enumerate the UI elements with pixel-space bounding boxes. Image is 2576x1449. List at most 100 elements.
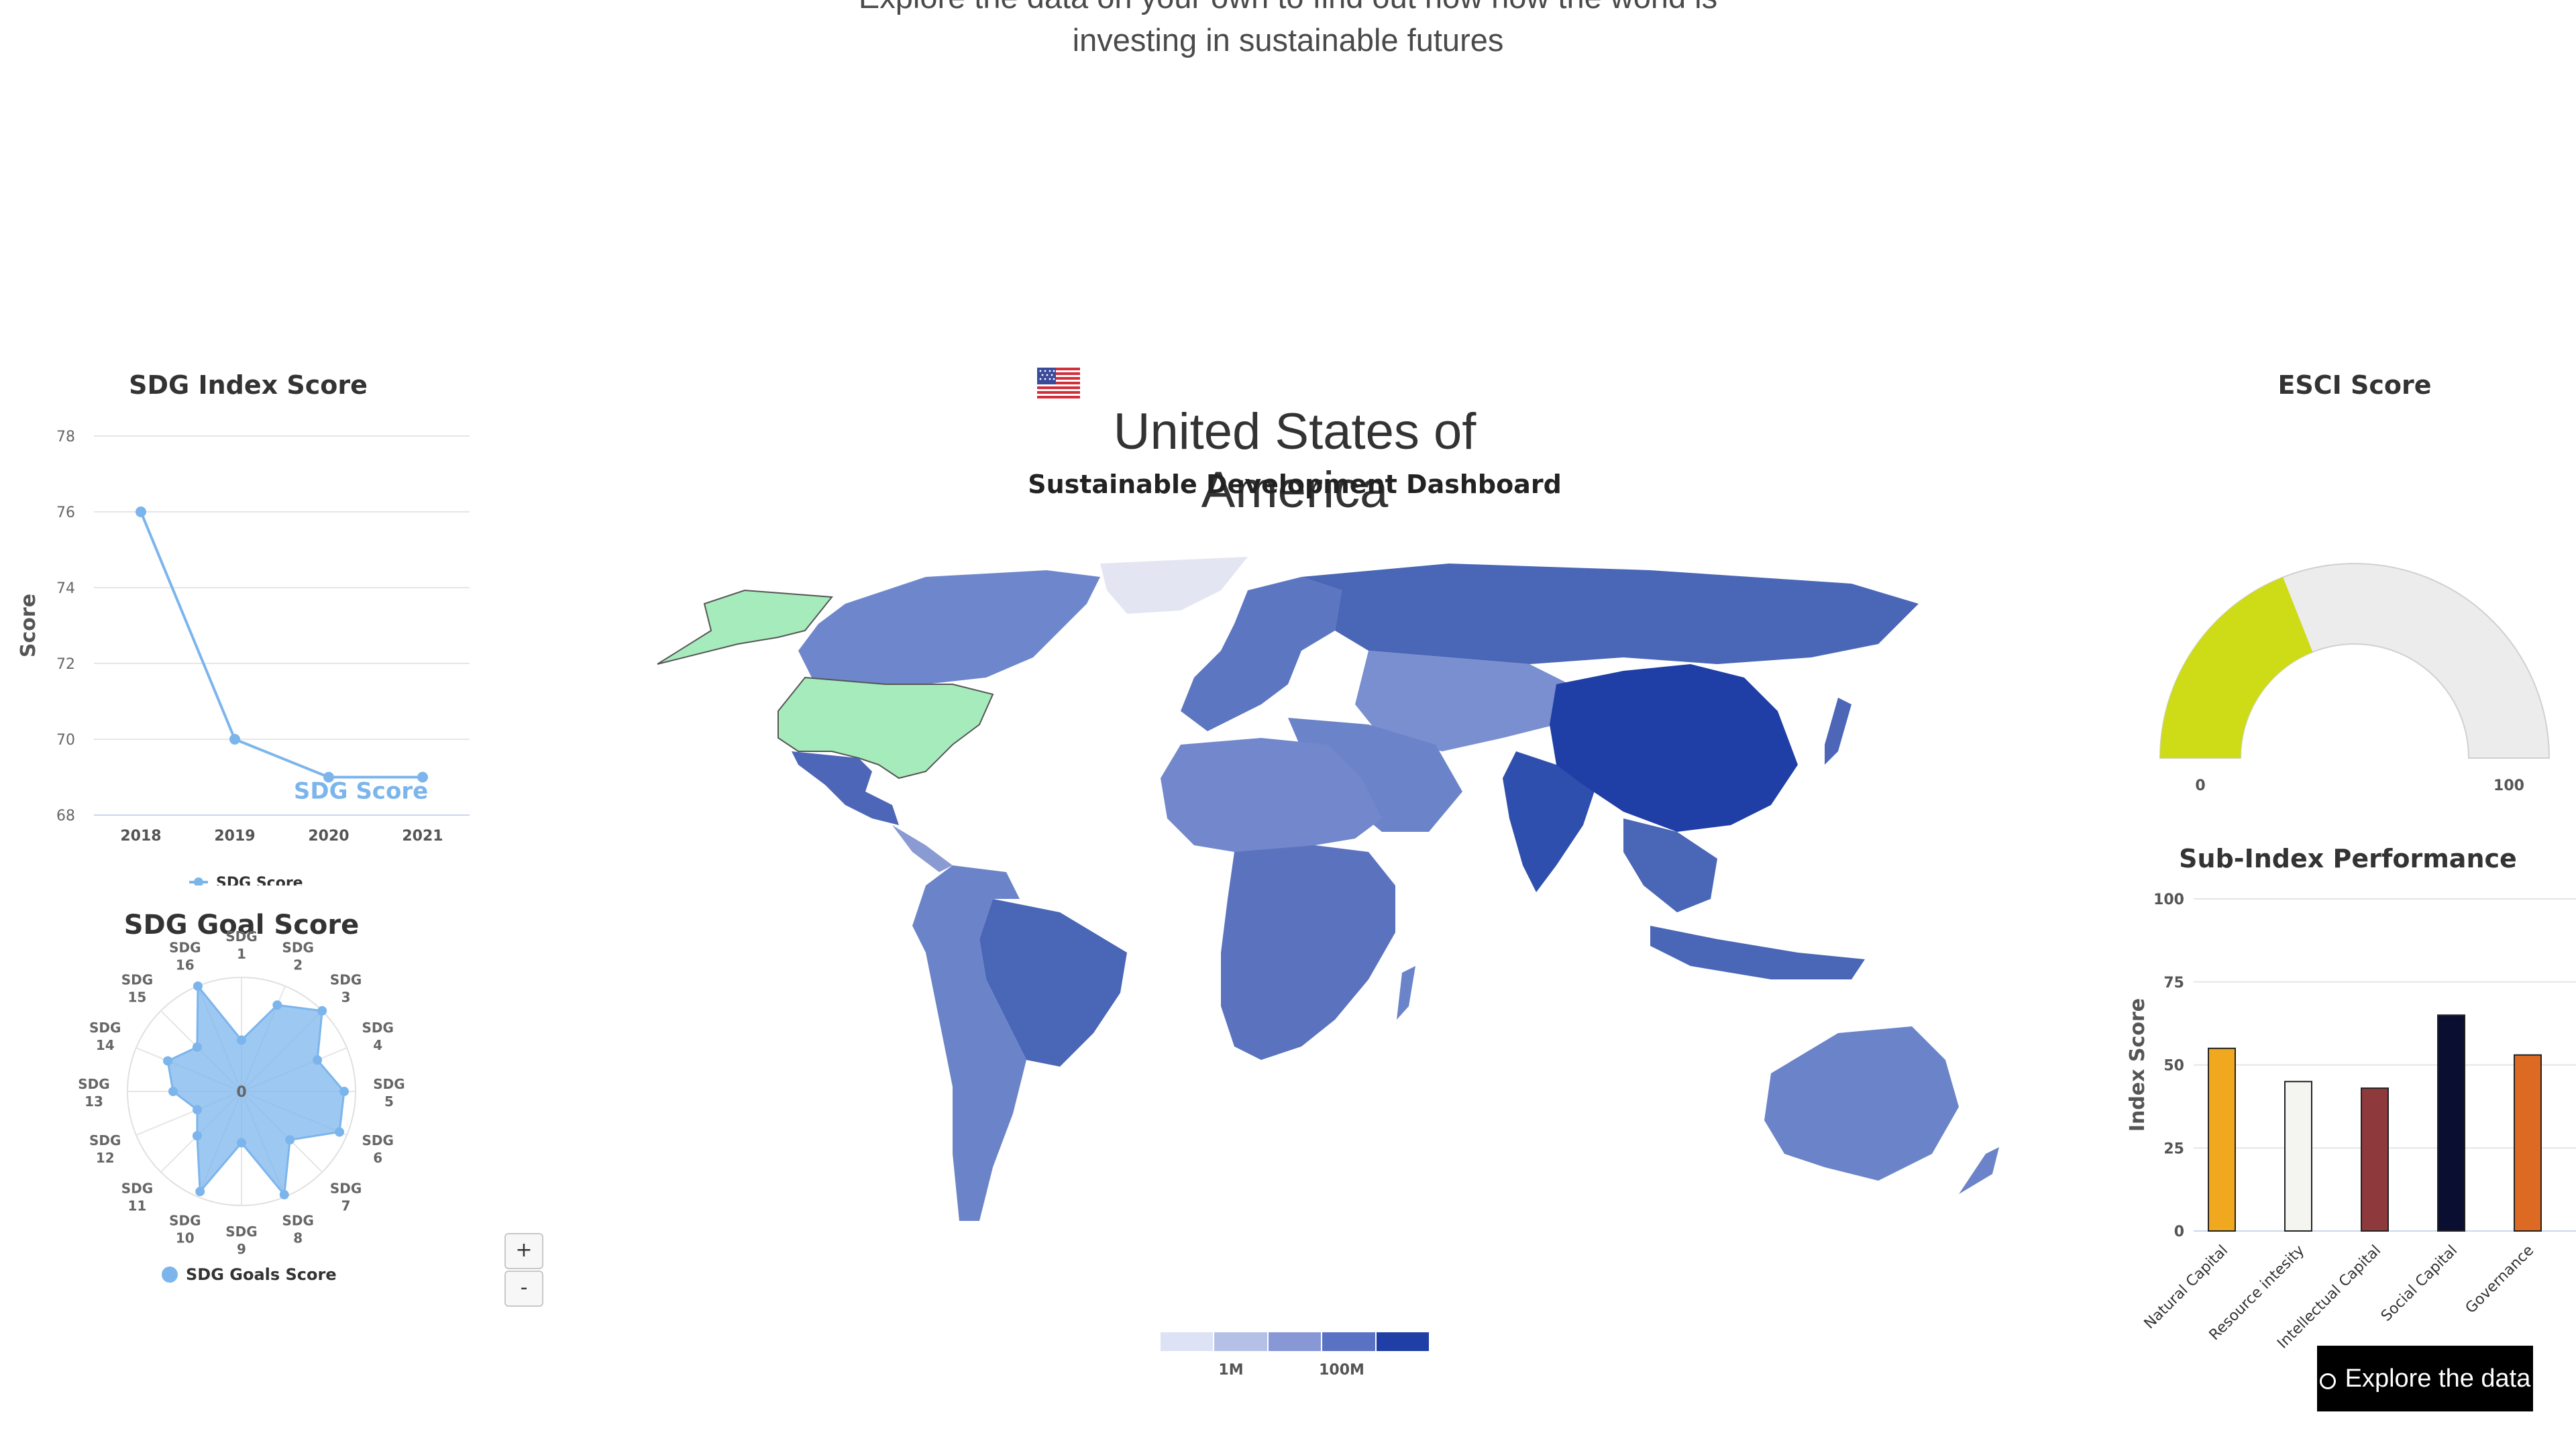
zoom-in-button[interactable]: +: [504, 1233, 543, 1269]
sdg-goals-point: [163, 1056, 173, 1066]
subindex-panel: Sub-Index Performance 0 25 50 75 100 Index Sc…: [2120, 832, 2576, 1382]
sdg-goals-point: [237, 1035, 246, 1045]
sdg-goal-legend-label: SDG Goals Score: [186, 1265, 337, 1284]
sdg-goal-title: SDG Goal Score: [123, 910, 360, 941]
map-region-middle-east[interactable]: [1288, 718, 1462, 832]
esci-panel: ESCI Score 0 100: [2147, 362, 2563, 792]
map-country-mexico[interactable]: [792, 751, 899, 825]
sdg-goal-category-label: SDG 6: [362, 1132, 394, 1166]
sdg-index-xtick: 2020: [308, 828, 349, 845]
sdg-index-xtick: 2018: [120, 828, 161, 845]
sdg-index-ytick: 74: [56, 580, 75, 597]
subindex-ytick: 25: [2163, 1140, 2184, 1157]
esci-gauge: 0 100: [2159, 563, 2551, 792]
sdg-goals-area: [166, 983, 345, 1197]
explore-data-button[interactable]: Explore the data: [2317, 1346, 2533, 1411]
map-region-central-america[interactable]: [892, 825, 953, 872]
sdg-goal-category-label: SDG 15: [121, 971, 153, 1005]
sdg-goals-point: [335, 1127, 345, 1137]
sdg-score-point: [323, 771, 334, 783]
compass-icon: [2319, 1373, 2336, 1389]
map-country-usa-alaska[interactable]: [657, 589, 833, 665]
map-region-africa-north[interactable]: [1161, 738, 1382, 852]
subindex-ytick: 0: [2174, 1224, 2184, 1240]
map-legend-swatch: [1214, 1332, 1269, 1351]
subindex-ytick: 100: [2153, 892, 2184, 908]
sdg-goals-point: [193, 1105, 203, 1115]
sdg-goals-point: [237, 1138, 246, 1148]
sdg-goal-category-label: SDG 3: [330, 971, 362, 1005]
sdg-score-point: [229, 734, 240, 745]
sdg-index-title: SDG Index Score: [129, 370, 368, 400]
sdg-goals-point: [285, 1135, 295, 1145]
sdg-index-xtick: 2021: [402, 828, 443, 845]
subindex-bar: [2437, 1014, 2465, 1232]
sdg-goals-point: [193, 981, 203, 991]
subindex-ytick: 50: [2163, 1058, 2184, 1075]
sdg-goal-category-label: SDG 2: [282, 940, 313, 973]
country-title: United States of America: [1113, 403, 1477, 519]
esci-title: ESCI Score: [2277, 370, 2432, 400]
intro-line-2: investing in sustainable futures: [1072, 22, 1504, 58]
sdg-score-line: [140, 511, 423, 779]
sdg-goal-category-label: SDG 10: [169, 1212, 201, 1246]
world-map[interactable]: [577, 550, 2093, 1301]
map-legend-swatch: [1161, 1332, 1215, 1351]
map-country-russia[interactable]: [1301, 564, 1919, 664]
map-legend: 1M 100M: [1161, 1332, 1431, 1386]
sdg-goal-category-label: SDG 1: [225, 928, 257, 962]
map-legend-colorbar: [1161, 1332, 1431, 1351]
dashboard-subtitle: Sustainable Development Dashboard: [1028, 470, 1562, 499]
sdg-goal-category-label: SDG 11: [121, 1181, 153, 1214]
map-country-canada[interactable]: [798, 570, 1100, 684]
subindex-bar: [2361, 1087, 2389, 1232]
map-country-indonesia[interactable]: [1650, 926, 1865, 979]
sdg-index-legend-label: SDG Score: [216, 875, 303, 885]
sdg-goal-category-label: SDG 12: [89, 1132, 121, 1166]
sdg-goals-point: [195, 1187, 205, 1197]
map-country-greenland[interactable]: [1100, 557, 1248, 614]
zoom-out-button[interactable]: -: [504, 1271, 543, 1307]
subindex-ytick: 75: [2163, 975, 2184, 991]
sdg-index-ytick: 68: [56, 808, 75, 824]
map-region-south-america-west[interactable]: [912, 865, 1026, 1221]
map-country-india[interactable]: [1503, 751, 1597, 892]
subindex-bar: [2208, 1047, 2236, 1232]
map-country-usa[interactable]: [777, 676, 994, 780]
sdg-goals-point: [279, 1189, 289, 1199]
sdg-index-ytick: 76: [56, 504, 75, 521]
sdg-goals-point: [272, 1000, 282, 1010]
map-legend-swatch: [1376, 1332, 1431, 1351]
sdg-goal-category-label: SDG 5: [373, 1076, 405, 1110]
map-region-central-asia[interactable]: [1355, 651, 1570, 751]
map-country-japan[interactable]: [1825, 698, 1851, 765]
subindex-ylabel: Index Score: [2126, 998, 2149, 1132]
map-region-africa-south[interactable]: [1221, 845, 1395, 1060]
map-country-madagascar[interactable]: [1397, 966, 1415, 1020]
sdg-index-panel: SDG Index Score 68 70 72 74 76 78 2018 2019 2020…: [13, 362, 483, 885]
sdg-score-point: [136, 506, 146, 517]
subindex-title: Sub-Index Performance: [2179, 844, 2517, 873]
map-region-southeast-asia[interactable]: [1623, 818, 1717, 912]
map-region-europe[interactable]: [1181, 577, 1342, 731]
sdg-goal-center-label: 0: [236, 1084, 246, 1101]
subindex-category-label: Governance: [2463, 1242, 2538, 1318]
sdg-goal-category-label: SDG 13: [78, 1076, 109, 1110]
sdg-goal-category-label: SDG 14: [89, 1020, 121, 1053]
map-country-australia[interactable]: [1764, 1026, 1959, 1181]
map-country-new-zealand[interactable]: [1959, 1147, 1999, 1194]
sdg-score-point: [417, 771, 428, 783]
sdg-goal-category-label: SDG 8: [282, 1212, 313, 1246]
map-legend-tick-1m: 1M: [1218, 1362, 1244, 1379]
sdg-goals-point: [192, 1042, 202, 1052]
sdg-goals-point: [339, 1087, 349, 1096]
map-legend-swatch: [1268, 1332, 1323, 1351]
map-country-china[interactable]: [1550, 664, 1798, 832]
subindex-bar: [2514, 1054, 2542, 1232]
map-country-brazil[interactable]: [979, 899, 1127, 1067]
sdg-index-ytick: 70: [56, 732, 75, 749]
sdg-goal-category-label: SDG 4: [362, 1020, 394, 1053]
sdg-goals-point: [192, 1131, 202, 1141]
sdg-index-ytick: 72: [56, 656, 75, 673]
